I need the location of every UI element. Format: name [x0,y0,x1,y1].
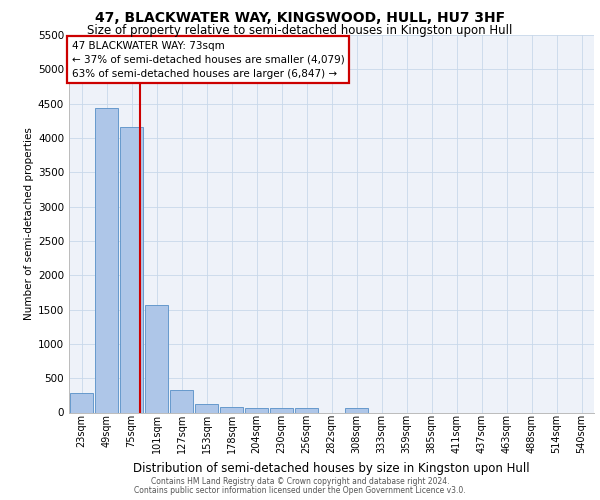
Y-axis label: Number of semi-detached properties: Number of semi-detached properties [24,128,34,320]
Text: 47 BLACKWATER WAY: 73sqm
← 37% of semi-detached houses are smaller (4,079)
63% o: 47 BLACKWATER WAY: 73sqm ← 37% of semi-d… [71,40,344,78]
Bar [170,390,193,412]
Text: 47, BLACKWATER WAY, KINGSWOOD, HULL, HU7 3HF: 47, BLACKWATER WAY, KINGSWOOD, HULL, HU7… [95,11,505,25]
Bar [195,404,218,412]
Bar [270,408,293,412]
Bar [345,408,368,412]
Bar [295,408,318,412]
Bar [245,408,268,412]
Bar [95,108,118,412]
Bar [145,306,168,412]
Text: Size of property relative to semi-detached houses in Kingston upon Hull: Size of property relative to semi-detach… [88,24,512,37]
Bar [70,394,93,412]
Text: Contains public sector information licensed under the Open Government Licence v3: Contains public sector information licen… [134,486,466,495]
Text: Contains HM Land Registry data © Crown copyright and database right 2024.: Contains HM Land Registry data © Crown c… [151,477,449,486]
Bar [120,127,143,412]
X-axis label: Distribution of semi-detached houses by size in Kingston upon Hull: Distribution of semi-detached houses by … [133,462,530,474]
Bar [220,407,243,412]
